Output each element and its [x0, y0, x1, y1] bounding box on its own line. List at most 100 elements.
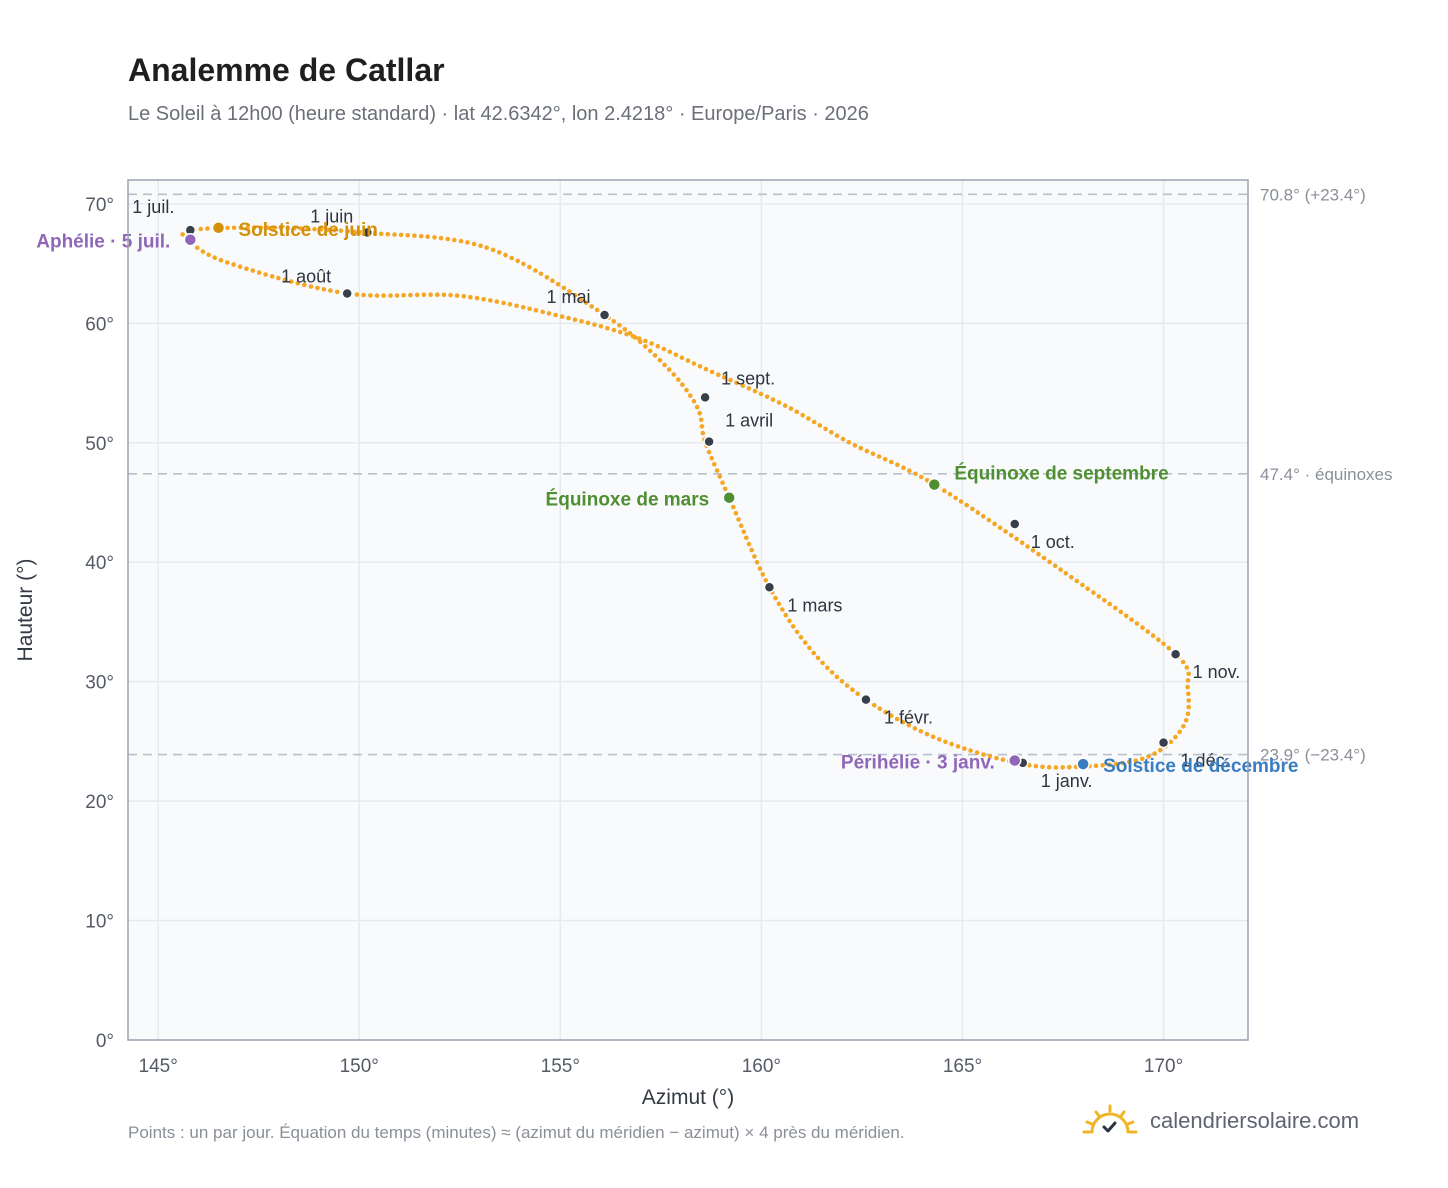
daily-sun-point	[736, 517, 741, 522]
daily-sun-point	[372, 231, 377, 236]
event-marker-dot	[722, 490, 736, 505]
daily-sun-point	[1123, 613, 1129, 619]
daily-sun-point	[425, 234, 431, 239]
daily-sun-point	[673, 352, 679, 358]
daily-sun-point	[680, 382, 685, 388]
daily-sun-point	[515, 258, 520, 264]
daily-sun-point	[354, 292, 360, 297]
month-marker-label: 1 août	[281, 266, 331, 286]
daily-sun-point	[942, 488, 947, 494]
daily-sun-point	[823, 426, 828, 432]
month-marker-label: 1 janv.	[1041, 771, 1093, 791]
daily-sun-point	[454, 293, 460, 298]
daily-sun-point	[282, 277, 288, 283]
daily-sun-point	[244, 266, 249, 272]
daily-sun-point	[408, 292, 413, 298]
daily-sun-point	[263, 272, 268, 277]
daily-sun-point	[716, 372, 721, 378]
month-marker-label: 1 nov.	[1193, 662, 1241, 682]
daily-sun-point	[334, 289, 340, 295]
daily-sun-point	[974, 750, 980, 755]
daily-sun-point	[694, 404, 700, 410]
daily-sun-point	[975, 510, 981, 515]
month-marker-dot	[860, 693, 872, 706]
daily-sun-point	[438, 235, 444, 241]
daily-sun-point	[381, 293, 386, 298]
daily-sun-point	[894, 716, 900, 722]
daily-sun-point	[787, 618, 792, 624]
daily-sun-point	[632, 335, 638, 340]
daily-sun-point	[212, 255, 217, 260]
month-marker-dot	[699, 391, 711, 404]
daily-sun-point	[1014, 536, 1019, 542]
daily-sun-point	[527, 264, 532, 270]
daily-sun-point	[918, 728, 924, 734]
daily-sun-point	[225, 260, 230, 265]
event-marker-label: Équinoxe de mars	[546, 489, 710, 511]
daily-sun-point	[448, 292, 453, 298]
daily-sun-point	[503, 252, 508, 258]
daily-sun-point	[546, 311, 552, 316]
daily-sun-point	[305, 226, 311, 232]
daily-sun-point	[703, 366, 709, 372]
daily-sun-point	[378, 231, 384, 237]
daily-sun-point	[846, 439, 852, 445]
daily-sun-point	[655, 343, 661, 349]
daily-sun-point	[734, 380, 739, 386]
daily-sun-point	[699, 424, 705, 429]
daily-sun-point	[496, 250, 502, 255]
daily-sun-point	[1093, 763, 1099, 768]
daily-sun-point	[256, 270, 262, 275]
daily-sun-point	[1129, 617, 1134, 622]
daily-sun-point	[783, 612, 789, 618]
daily-sun-point	[583, 300, 589, 305]
daily-sun-point	[1134, 621, 1140, 626]
daily-sun-point	[825, 665, 830, 671]
daily-sun-point	[627, 331, 633, 336]
brand-logo[interactable]: calendriersolaire.com	[1082, 1104, 1359, 1138]
daily-sun-point	[1173, 734, 1178, 740]
daily-sun-point	[432, 235, 437, 240]
daily-sun-point	[533, 268, 538, 273]
daily-sun-point	[800, 412, 805, 418]
daily-sun-point	[652, 353, 658, 358]
daily-sun-point	[611, 327, 617, 333]
daily-sun-point	[592, 322, 597, 327]
daily-sun-point	[458, 238, 464, 244]
daily-sun-point	[465, 240, 470, 245]
daily-sun-point	[441, 292, 447, 298]
daily-sun-point	[332, 227, 337, 233]
daily-sun-point	[889, 713, 894, 718]
daily-sun-point	[200, 249, 206, 254]
daily-sun-point	[474, 295, 480, 301]
daily-sun-point	[870, 451, 876, 457]
chart-subtitle: Le Soleil à 12h00 (heure standard) · lat…	[128, 103, 869, 125]
daily-sun-point	[811, 650, 816, 656]
daily-sun-point	[345, 228, 351, 234]
daily-sun-point	[738, 523, 744, 528]
daily-sun-point	[318, 227, 324, 232]
daily-sun-point	[773, 595, 778, 601]
daily-sun-point	[321, 287, 327, 292]
daily-sun-point	[237, 264, 243, 270]
daily-sun-point	[1107, 762, 1112, 767]
daily-sun-point	[691, 398, 697, 404]
reference-line-label: 23.9° (−23.4°)	[1260, 746, 1366, 765]
daily-sun-point	[1156, 637, 1161, 642]
daily-sun-point	[900, 719, 906, 725]
plot-frame	[127, 179, 1249, 1041]
month-marker-dot	[1157, 736, 1170, 749]
daily-sun-point	[741, 529, 747, 535]
daily-sun-point	[428, 292, 433, 298]
daily-sun-point	[478, 243, 483, 249]
daily-sun-point	[231, 262, 236, 267]
daily-sun-point	[514, 303, 519, 309]
daily-sun-point	[749, 547, 754, 553]
daily-sun-point	[757, 566, 763, 571]
daily-sun-point	[527, 306, 532, 312]
analemma-curve	[180, 225, 1191, 770]
daily-sun-point	[295, 281, 301, 286]
month-marker-label: 1 juin	[310, 207, 353, 227]
event-marker-label: Solstice de juin	[238, 220, 377, 241]
daily-sun-point	[740, 383, 746, 388]
